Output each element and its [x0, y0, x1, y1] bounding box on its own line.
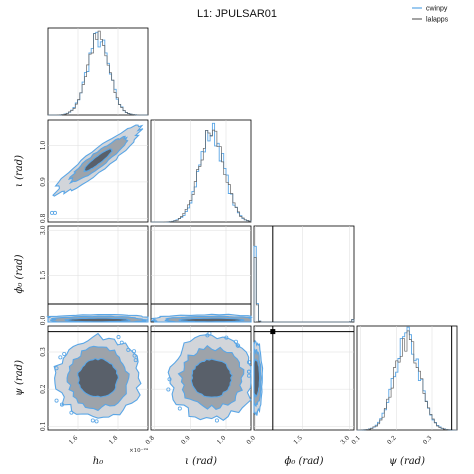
- y-axis-label-phi0: ϕ₀ (rad): [14, 254, 25, 293]
- histogram-lalapps: [253, 257, 355, 323]
- contour-level-1: [83, 148, 114, 173]
- x-tick-label-phi0: 0.0: [245, 434, 257, 446]
- contour-level-1: [253, 358, 261, 398]
- y-tick-label-iota: 0.9: [40, 177, 47, 187]
- y-tick-label-iota: 1.0: [40, 141, 47, 151]
- x-tick-label-psi: 0.2: [386, 434, 398, 446]
- outlier-point: [132, 349, 137, 354]
- contour-level-1: [178, 317, 245, 323]
- x-tick-label-iota: 1.0: [216, 434, 228, 446]
- outlier-point: [69, 410, 74, 415]
- panel-frame: [253, 325, 355, 431]
- legend: cwinpy lalapps: [412, 6, 449, 24]
- panel-phi0-phi0: [253, 225, 355, 323]
- outlier-point: [116, 335, 121, 340]
- y-tick-label-psi: 0.3: [40, 347, 47, 357]
- x-tick-label-h0: 1.8: [108, 434, 120, 446]
- panel-frame: [47, 225, 149, 323]
- panel-frame: [150, 225, 252, 323]
- x-offset-label-h0: ×10⁻²⁴: [129, 447, 149, 454]
- x-axis-label-phi0: ϕ₀ (rad): [285, 456, 324, 467]
- panel-iota-iota: [150, 119, 252, 223]
- outlier-point: [236, 343, 241, 348]
- panel-phi0-h0: [45, 225, 149, 323]
- outlier-point: [205, 333, 210, 338]
- y-tick-label-psi: 0.2: [40, 384, 47, 394]
- histogram-lalapps: [357, 330, 457, 431]
- panel-psi-psi: [356, 325, 458, 431]
- outlier-point: [233, 339, 238, 344]
- outlier-point: [246, 373, 251, 378]
- panels: 1.6 1.8 h₀ 0.8 0.9 1.0 ι (rad) 0.0 1.5 3.0 ϕ₀ (rad…: [14, 27, 458, 467]
- outlier-point: [177, 406, 182, 411]
- histogram-lalapps: [48, 30, 148, 116]
- outlier-point: [166, 387, 171, 392]
- chart-title: L1: JPULSAR01: [197, 8, 277, 20]
- outlier-point: [133, 358, 138, 363]
- outlier-point: [132, 353, 137, 358]
- x-tick-label-iota: 0.8: [144, 434, 156, 446]
- outlier-point: [167, 377, 172, 382]
- panel-iota-h0: [47, 119, 149, 223]
- y-tick-label-iota: 0.8: [40, 213, 47, 223]
- outlier-point: [119, 340, 124, 345]
- outlier-point: [90, 418, 95, 423]
- x-tick-label-iota: 0.9: [180, 434, 192, 446]
- legend-label-cwinpy: cwinpy: [426, 6, 448, 13]
- panel-phi0-iota: [150, 225, 253, 323]
- panel-frame: [253, 225, 355, 323]
- panel-frame: [150, 119, 252, 223]
- outlier-point: [246, 360, 251, 365]
- y-tick-label-phi0: 3.0: [40, 225, 47, 235]
- x-tick-label-phi0: 3.0: [339, 434, 351, 446]
- outlier-point: [59, 402, 64, 407]
- y-axis-label-iota: ι (rad): [14, 155, 25, 187]
- outlier-point: [246, 369, 251, 374]
- x-axis-label-iota: ι (rad): [185, 456, 217, 467]
- panel-h0-h0: [47, 27, 149, 116]
- outlier-point: [224, 335, 229, 340]
- outlier-point: [53, 210, 58, 215]
- histogram-lalapps: [151, 129, 252, 223]
- outlier-point: [54, 366, 59, 371]
- contour-level-1: [77, 357, 119, 398]
- legend-label-lalapps: lalapps: [426, 17, 449, 24]
- panel-psi-h0: [47, 325, 149, 431]
- x-tick-label-phi0: 1.5: [292, 434, 304, 446]
- x-tick-label-h0: 1.6: [68, 434, 80, 446]
- panel-psi-iota: [150, 325, 252, 431]
- y-tick-label-phi0: 0.0: [40, 316, 47, 326]
- x-axis-label-h0: h₀: [93, 456, 103, 467]
- outlier-point: [62, 352, 67, 357]
- outlier-point: [54, 398, 59, 403]
- outlier-point: [126, 347, 131, 352]
- y-tick-label-phi0: 1.5: [40, 270, 47, 280]
- y-tick-label-psi: 0.1: [40, 422, 47, 432]
- contour-level-1: [190, 358, 233, 398]
- y-axis-label-psi: ψ (rad): [14, 360, 25, 396]
- outlier-point: [94, 419, 99, 424]
- outlier-point: [58, 355, 63, 360]
- panel-psi-phi0: [253, 325, 355, 431]
- x-tick-label-psi: 0.1: [350, 434, 362, 446]
- x-tick-label-psi: 0.3: [422, 434, 434, 446]
- contour-level-1: [63, 317, 131, 323]
- outlier-point: [214, 418, 219, 423]
- x-axis-label-psi: ψ (rad): [389, 456, 425, 467]
- truth-marker: [270, 329, 276, 335]
